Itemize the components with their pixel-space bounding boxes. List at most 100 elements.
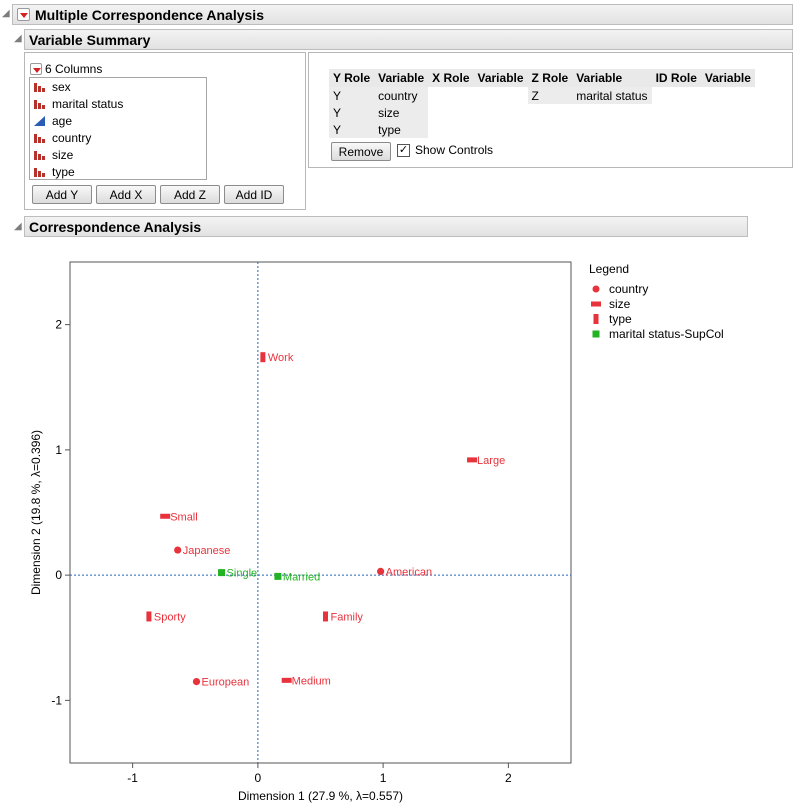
point-label: European: [202, 677, 250, 689]
column-name: age: [52, 113, 73, 128]
columns-header: 6 Columns: [30, 62, 102, 76]
correspondence-disclosure-icon[interactable]: ◢: [14, 221, 22, 232]
add-z-button[interactable]: Add Z: [160, 185, 220, 204]
variable-summary-title: Variable Summary: [29, 31, 151, 48]
legend-items: country size type marital status-SupCol: [589, 281, 724, 341]
column-list-panel: 6 Columns sex marital status age country siz…: [24, 52, 306, 210]
y-tick-label: 2: [55, 318, 62, 332]
show-controls-checkbox[interactable]: ✓ Show Controls: [397, 143, 493, 157]
vbar-marker-icon: [589, 313, 603, 325]
correspondence-title: Correspondence Analysis: [29, 218, 202, 235]
legend-label: size: [609, 296, 631, 311]
variable-summary-header: Variable Summary: [24, 29, 793, 50]
nominal-bar-icon: [33, 149, 46, 161]
roles-panel: Y Role Variable X Role Variable Z Role V…: [308, 52, 793, 168]
correspondence-header: Correspondence Analysis: [24, 216, 748, 237]
z-variable-cell[interactable]: marital status: [572, 87, 652, 104]
point-label: American: [386, 566, 432, 578]
report-disclosure-icon[interactable]: ◢: [2, 8, 10, 19]
remove-button[interactable]: Remove: [331, 142, 391, 161]
legend-item[interactable]: country: [589, 281, 724, 296]
plot-frame: [69, 261, 572, 764]
columns-header-label: 6 Columns: [45, 62, 103, 76]
x-role-header: X Role: [428, 69, 474, 87]
variable-summary-disclosure-icon[interactable]: ◢: [14, 33, 22, 44]
column-list-item[interactable]: sex: [30, 78, 206, 95]
y-tick-label: 1: [55, 443, 62, 457]
x-variable-header: Variable: [473, 69, 528, 87]
legend-label: type: [609, 311, 632, 326]
continuous-triangle-icon: [33, 115, 46, 127]
id-role-header: ID Role: [651, 69, 701, 87]
x-tick-label: 0: [255, 771, 262, 785]
id-role-cell: [652, 87, 701, 104]
column-list[interactable]: sex marital status age country size type: [29, 77, 207, 180]
column-list-item[interactable]: country: [30, 129, 206, 146]
y-role-cell: Y: [329, 104, 375, 121]
nominal-bar-icon: [33, 166, 46, 178]
data-point[interactable]: [192, 677, 201, 686]
data-point[interactable]: [377, 567, 385, 575]
data-point[interactable]: [174, 546, 182, 554]
data-point[interactable]: [467, 457, 478, 463]
data-point[interactable]: [146, 611, 152, 622]
data-point[interactable]: [281, 677, 292, 683]
data-point[interactable]: [274, 572, 282, 580]
point-label: Married: [283, 571, 320, 583]
y-variable-cell[interactable]: size: [374, 104, 429, 121]
nominal-bar-icon: [33, 81, 46, 93]
data-point[interactable]: [160, 513, 171, 519]
y-role-cell: Y: [329, 121, 375, 138]
column-name: size: [52, 147, 74, 162]
y-axis-label: Dimension 2 (19.8 %, λ=0.396): [29, 430, 43, 595]
roles-header-row: Y Role Variable X Role Variable Z Role V…: [329, 69, 755, 87]
add-x-button[interactable]: Add X: [96, 185, 156, 204]
y-variable-cell[interactable]: country: [374, 87, 429, 104]
red-triangle-menu-icon[interactable]: [17, 8, 30, 21]
hbar-marker-icon: [589, 298, 603, 310]
column-list-item[interactable]: type: [30, 163, 206, 180]
x-tick-label: 1: [380, 771, 387, 785]
legend: Legend country size type marital status-Sup…: [589, 262, 724, 341]
x-role-cell: [428, 87, 473, 104]
role-row[interactable]: Y country Z marital status: [329, 87, 755, 104]
columns-menu-icon[interactable]: [30, 63, 42, 75]
z-role-header: Z Role: [527, 69, 573, 87]
nominal-bar-icon: [33, 132, 46, 144]
checkbox-checked-icon[interactable]: ✓: [397, 143, 410, 157]
point-label: Single: [227, 568, 258, 580]
legend-item[interactable]: marital status-SupCol: [589, 326, 724, 341]
add-y-button[interactable]: Add Y: [32, 185, 92, 204]
empty-cell: [428, 104, 755, 121]
column-list-item[interactable]: size: [30, 146, 206, 163]
y-variable-cell[interactable]: type: [374, 121, 429, 138]
legend-title: Legend: [589, 262, 630, 276]
data-point[interactable]: [323, 611, 329, 622]
column-list-item[interactable]: marital status: [30, 95, 206, 112]
data-point[interactable]: [218, 569, 226, 577]
y-tick-label: 0: [55, 568, 62, 582]
point-label: Sporty: [154, 611, 186, 623]
column-list-item[interactable]: age: [30, 112, 206, 129]
column-name: marital status: [52, 96, 124, 111]
roles-table: Y Role Variable X Role Variable Z Role V…: [329, 69, 755, 138]
point-label: Family: [331, 611, 364, 623]
add-id-button[interactable]: Add ID: [224, 185, 284, 204]
legend-item[interactable]: size: [589, 296, 724, 311]
legend-item[interactable]: type: [589, 311, 724, 326]
correspondence-plot[interactable]: -1 0 1 2 -1 0 1 2 Dimension 1 (27.9 %, λ=0.557) D…: [0, 235, 797, 805]
data-point[interactable]: [260, 352, 266, 363]
z-variable-header: Variable: [572, 69, 652, 87]
role-row[interactable]: Y type: [329, 121, 755, 138]
legend-label: country: [609, 281, 649, 296]
point-label: Small: [170, 511, 198, 523]
column-name: type: [52, 164, 75, 179]
circle-marker-icon: [589, 283, 603, 295]
column-name: sex: [52, 79, 71, 94]
show-controls-label: Show Controls: [415, 143, 494, 157]
point-label: Japanese: [183, 545, 231, 557]
report-header: Multiple Correspondence Analysis: [12, 4, 793, 25]
y-role-cell: Y: [329, 87, 375, 104]
role-row[interactable]: Y size: [329, 104, 755, 121]
x-variable-cell: [474, 87, 528, 104]
